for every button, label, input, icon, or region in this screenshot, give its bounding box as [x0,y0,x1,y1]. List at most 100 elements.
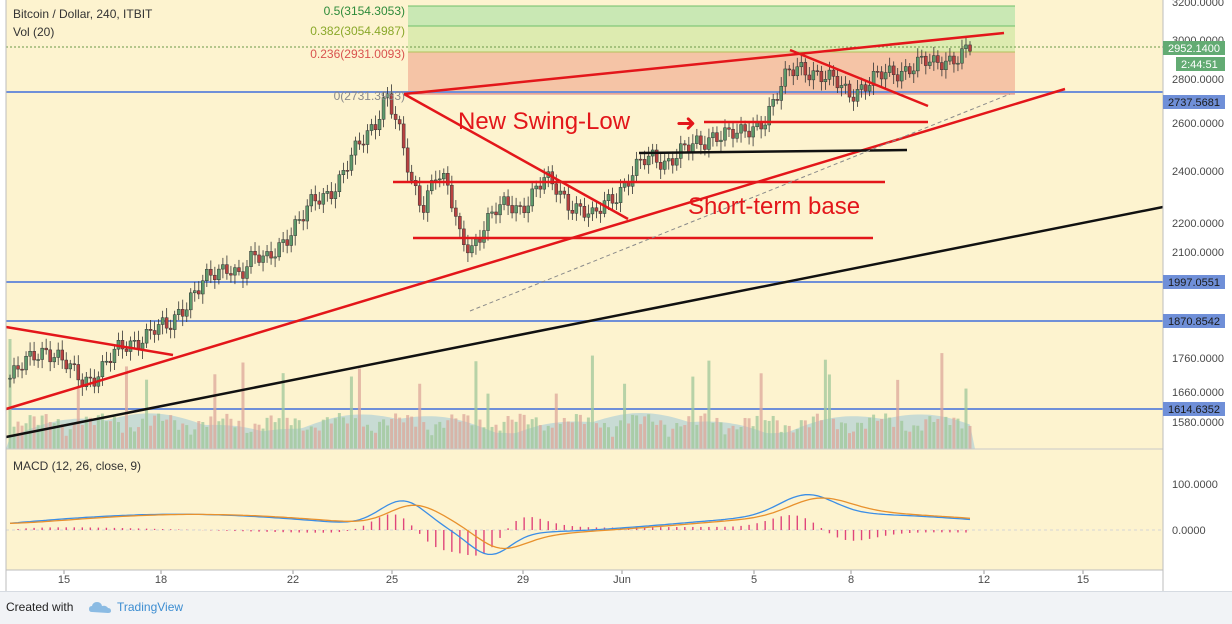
macd-tick-label: 100.0000 [1172,479,1218,491]
macd-label[interactable]: MACD (12, 26, close, 9) [13,459,141,473]
volume-bar [446,420,450,449]
volume-bar [357,368,361,449]
time-tick-label: 15 [58,574,70,586]
candle [108,352,113,372]
candle [168,319,173,339]
macd-signal-line [9,497,971,550]
candle [847,80,852,103]
candle [454,200,458,226]
candle [132,331,137,349]
volume-bar [715,417,719,449]
volume-bar [120,432,124,449]
fib-label-0236: 0.236(2931.0093) [310,47,405,61]
candle [197,281,201,300]
volume-bar [510,419,514,449]
volume-bar [779,431,783,449]
volume-bar [876,420,880,449]
candle [948,47,952,65]
volume-bar [663,424,667,449]
volume-bar [458,421,462,449]
volume-bar [892,426,896,449]
candle [124,341,129,356]
candle [60,340,64,369]
footer-created-with: Created with [6,600,74,614]
candle [337,170,342,198]
volume-bar [418,383,422,449]
candle [912,63,916,84]
level-badge-1870-text: 1870.8542 [1168,316,1220,328]
candle [964,37,968,58]
volume-bar [173,420,177,449]
candle [72,355,77,372]
volume-bar [550,427,554,449]
candle [225,255,229,280]
candle [803,58,808,83]
candle [52,352,56,369]
candle [482,221,486,249]
volume-bar [767,420,771,449]
volume-bar [76,388,80,449]
volume-bar [602,422,606,449]
candle [614,193,619,210]
tradingview-cloud-icon[interactable] [88,599,112,615]
candle [558,182,563,204]
volume-bar [124,366,128,449]
volume-bar [518,413,522,449]
price-tick-label: 3200.0000 [1172,0,1224,9]
candle [265,245,269,263]
candle [956,56,960,72]
symbol-title[interactable]: Bitcoin / Dollar, 240, ITBIT [13,7,153,21]
volume-bar [341,417,345,449]
volume-bar [659,420,663,449]
candle [711,126,715,147]
candle [574,196,579,221]
volume-bar [430,435,434,449]
volume-bar [52,423,56,449]
candle [907,63,912,78]
flag-resistance-line [789,48,929,108]
volume-bar [530,419,534,449]
candle [727,123,731,138]
volume-bar [843,423,847,449]
candle [683,140,687,151]
volume-bar [185,425,189,449]
candle [598,202,603,223]
candle [646,146,651,174]
candle [952,51,956,73]
volume-bar [209,416,213,449]
candle [24,351,28,375]
volume-bar [864,428,868,449]
candle [213,266,217,289]
candle [48,341,52,372]
volume-bar [675,423,679,449]
fib-zone-0382 [408,26,1015,52]
candle [879,66,884,87]
candle [297,211,301,224]
candle [341,162,346,184]
volume-bar [956,418,960,449]
volume-bar [739,426,743,449]
candle [32,341,36,366]
candle [385,87,390,107]
candle [269,241,273,265]
candle [618,179,623,213]
candle [763,116,767,137]
footer-tradingview-link[interactable]: TradingView [117,600,184,614]
volume-bar [434,424,438,449]
candle [261,250,265,272]
volume-bar [916,425,920,449]
price-chart[interactable]: 0.5(3154.3053) 0.382(3054.4987) 0.236(29… [0,0,1232,591]
volume-indicator-label[interactable]: Vol (20) [13,25,54,39]
candle [466,234,470,262]
early-resistance-line [5,325,174,357]
volume-bar [839,422,843,449]
candle [430,174,434,195]
volume-bar [92,425,96,449]
candle [301,210,305,231]
candle [562,186,567,199]
candle [578,199,583,216]
volume-bar [249,431,253,449]
candle [321,187,326,213]
price-tick-label: 2800.0000 [1172,74,1224,86]
volume-bar [426,429,430,449]
